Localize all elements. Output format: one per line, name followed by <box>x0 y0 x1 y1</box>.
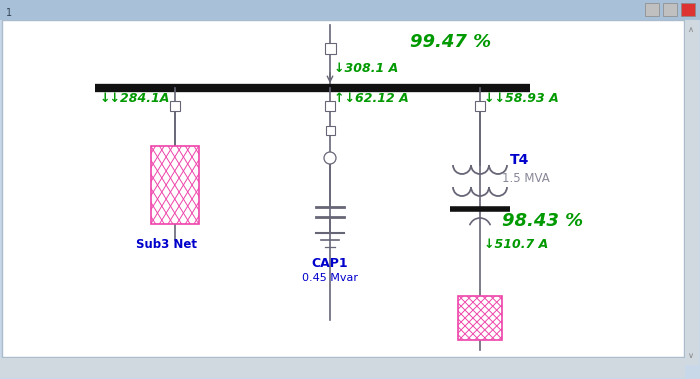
Text: ↓↓58.93 A: ↓↓58.93 A <box>484 91 559 105</box>
Text: ↓510.7 A: ↓510.7 A <box>484 238 548 251</box>
Text: Sub3 Net: Sub3 Net <box>136 238 197 251</box>
Bar <box>326 125 335 135</box>
Circle shape <box>324 152 336 164</box>
Bar <box>170 101 180 111</box>
Bar <box>325 101 335 111</box>
Bar <box>663 3 677 16</box>
Bar <box>0 0 700 20</box>
Text: ↓↓284.1A: ↓↓284.1A <box>99 91 170 105</box>
Text: ∨: ∨ <box>688 351 694 360</box>
Bar <box>475 101 485 111</box>
Bar <box>458 296 502 340</box>
Bar <box>645 3 659 16</box>
Bar <box>2 20 684 357</box>
Text: 99.47 %: 99.47 % <box>410 33 491 51</box>
Bar <box>458 296 502 340</box>
Bar <box>325 42 335 53</box>
Text: 1.5 MVA: 1.5 MVA <box>502 172 550 185</box>
Bar <box>681 3 695 16</box>
Text: T4: T4 <box>510 153 529 167</box>
Bar <box>0 358 685 378</box>
Text: ↓308.1 A: ↓308.1 A <box>334 61 398 75</box>
Bar <box>685 20 699 365</box>
Text: 98.43 %: 98.43 % <box>502 212 583 230</box>
Bar <box>151 146 199 224</box>
Text: ∧: ∧ <box>688 25 694 34</box>
Text: 1: 1 <box>6 8 12 18</box>
Text: ↑↓62.12 A: ↑↓62.12 A <box>334 91 409 105</box>
Text: CAP1: CAP1 <box>312 257 349 270</box>
Bar <box>151 146 199 224</box>
Text: 0.45 Mvar: 0.45 Mvar <box>302 273 358 283</box>
